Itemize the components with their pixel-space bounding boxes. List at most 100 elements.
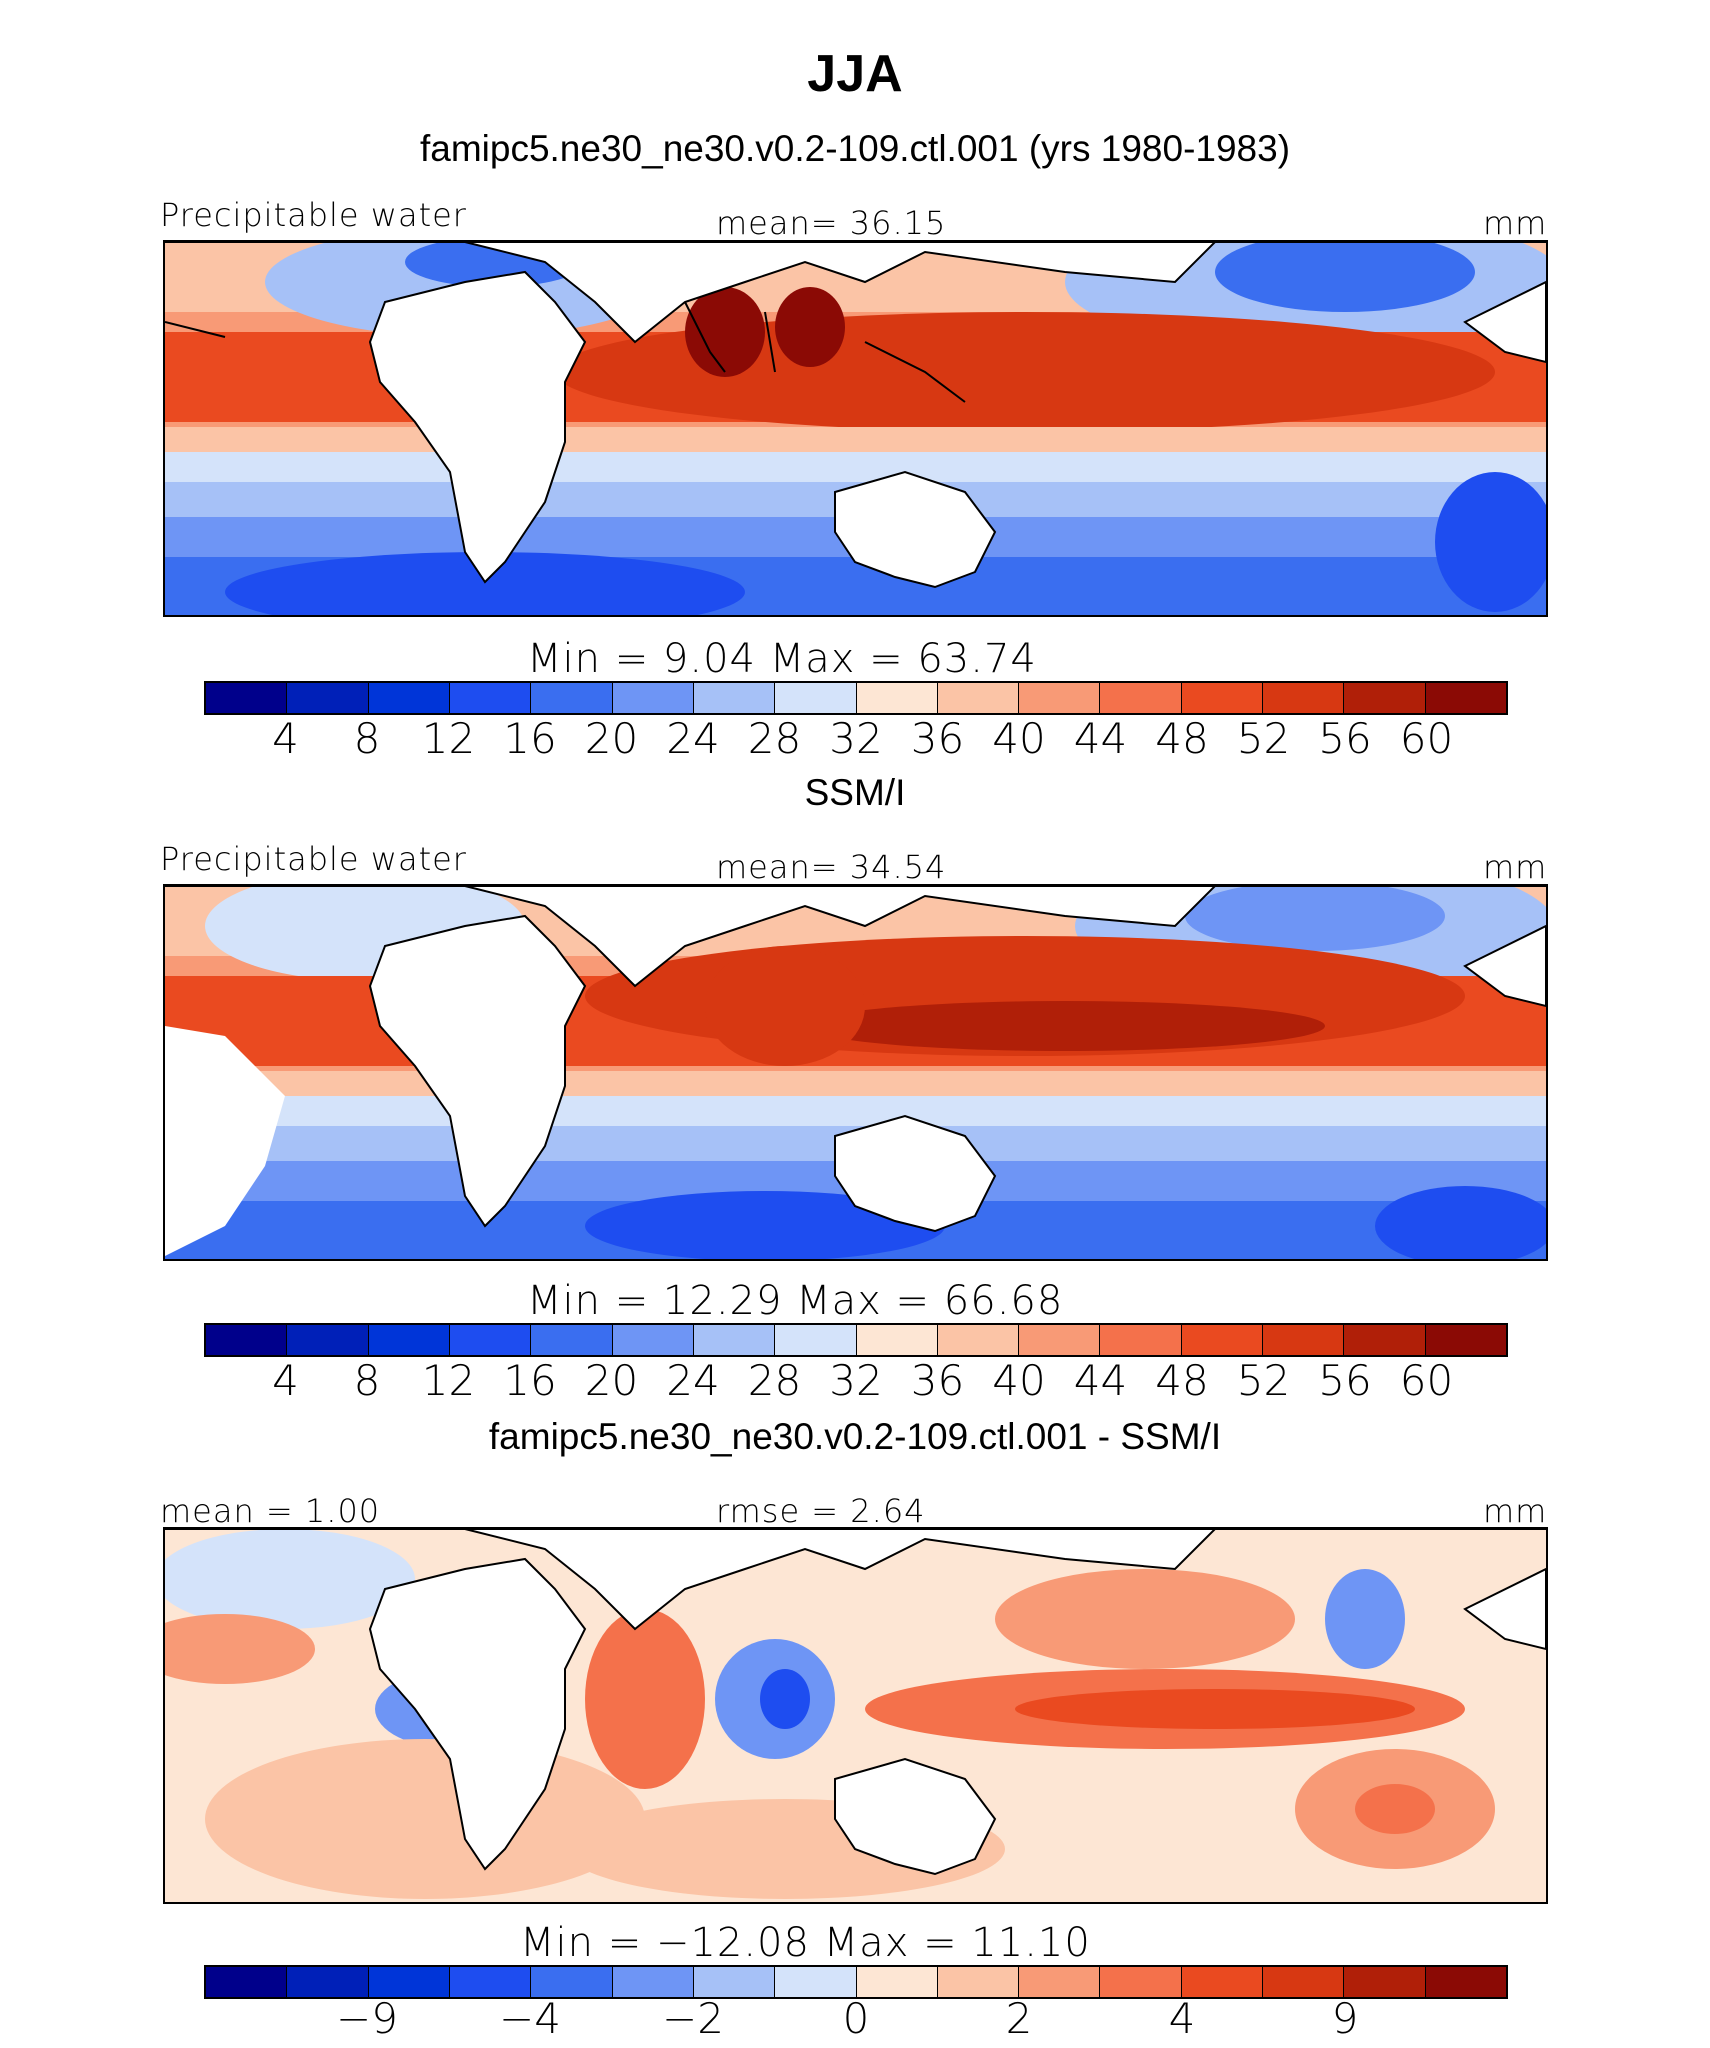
colorbar-tick-label: 0 (842, 1994, 870, 2043)
colorbar-tick-label: 32 (829, 714, 883, 763)
colorbar-swatch (1344, 683, 1426, 713)
colorbar-swatch (287, 1325, 369, 1355)
colorbar-swatch (1425, 1967, 1506, 1997)
colorbar-tick-label: 48 (1155, 714, 1209, 763)
colorbar-swatch (1263, 1967, 1345, 1997)
colorbar-tick-label: 28 (747, 1356, 802, 1405)
colorbar-swatch (368, 1967, 450, 1997)
colorbar-tick-label: 8 (353, 1356, 381, 1405)
colorbar-swatch (612, 683, 694, 713)
colorbar-swatch (449, 1967, 532, 1997)
colorbar-tick-label: 4 (272, 714, 299, 763)
colorbar-tick-label: 44 (1073, 714, 1128, 763)
colorbar-swatch (775, 1967, 857, 1997)
panel-1-land (165, 242, 1546, 589)
colorbar-swatch (612, 1967, 694, 1997)
colorbar-tick-label: 12 (421, 1356, 476, 1405)
colorbar-swatch (1263, 683, 1345, 713)
panel-1-unit-label: mm (1483, 204, 1548, 242)
colorbar-tick-label: −2 (662, 1994, 724, 2043)
panel-2-variable-label: Precipitable water (160, 840, 467, 878)
panel-1-minmax: Min = 9.04 Max = 63.74 (527, 636, 1037, 682)
colorbar-tick-label: 32 (829, 1356, 883, 1405)
panel-1-map (163, 240, 1548, 617)
colorbar-swatch (1181, 683, 1264, 713)
colorbar-swatch (1425, 1325, 1506, 1355)
colorbar-tick-label: 4 (1168, 1994, 1196, 2043)
panel-2-colorbar (204, 1323, 1508, 1357)
figure-title: JJA (807, 45, 903, 103)
colorbar-tick-label: 24 (666, 1356, 720, 1405)
colorbar-tick-label: 56 (1318, 1356, 1372, 1405)
colorbar-swatch (775, 1325, 857, 1355)
colorbar-swatch (206, 683, 288, 713)
colorbar-tick-label: 24 (666, 714, 720, 763)
colorbar-tick-label: 8 (353, 714, 381, 763)
colorbar-tick-label: 12 (421, 714, 476, 763)
colorbar-swatch (1263, 1325, 1345, 1355)
colorbar-swatch (1019, 1325, 1101, 1355)
panel-2-mean-label: mean= 34.54 (716, 848, 947, 886)
colorbar-swatch (287, 683, 369, 713)
colorbar-tick-label: 20 (584, 1356, 639, 1405)
colorbar-swatch (449, 683, 532, 713)
colorbar-tick-label: 40 (992, 714, 1046, 763)
colorbar-tick-label: −4 (499, 1994, 561, 2043)
panel-1-subtitle: famipc5.ne30_ne30.v0.2-109.ctl.001 (yrs … (419, 128, 1291, 169)
colorbar-swatch (368, 683, 450, 713)
colorbar-swatch (531, 1325, 613, 1355)
panel-2-unit-label: mm (1483, 848, 1548, 886)
colorbar-swatch (775, 683, 857, 713)
colorbar-swatch (856, 1325, 938, 1355)
colorbar-swatch (368, 1325, 450, 1355)
colorbar-tick-label: 36 (910, 1356, 965, 1405)
colorbar-tick-label: 60 (1399, 1356, 1454, 1405)
colorbar-swatch (206, 1967, 288, 1997)
panel-1-coastlines (165, 301, 966, 403)
panel-2-colorbar-ticks: 4 8 12 16 20 24 28 32 36 40 44 48 52 56 60 (0, 1356, 1710, 1406)
colorbar-swatch (856, 683, 938, 713)
panel-1-mean-label: mean= 36.15 (716, 204, 947, 242)
panel-2-map (163, 884, 1548, 1261)
colorbar-swatch (1344, 1325, 1426, 1355)
panel-1-colorbar (204, 681, 1508, 715)
panel-3-minmax: Min = −12.08 Max = 11.10 (520, 1920, 1091, 1966)
colorbar-swatch (693, 1325, 776, 1355)
panel-3-rmse-label: rmse = 2.64 (716, 1492, 926, 1530)
colorbar-tick-label: 9 (1331, 1994, 1359, 2043)
colorbar-tick-label: −9 (336, 1994, 398, 2043)
colorbar-swatch (531, 1967, 613, 1997)
panel-1-ocean-field (165, 242, 1546, 615)
colorbar-tick-label: 16 (503, 1356, 557, 1405)
colorbar-swatch (206, 1325, 288, 1355)
panel-3-colorbar-ticks: −9 −4 −2 0 2 4 9 (0, 1994, 1710, 2046)
colorbar-swatch (1181, 1967, 1264, 1997)
colorbar-swatch (1181, 1325, 1264, 1355)
colorbar-tick-label: 20 (584, 714, 639, 763)
panel-2-ocean-field (165, 886, 1546, 1259)
panel-3-map (163, 1527, 1548, 1904)
colorbar-swatch (1019, 683, 1101, 713)
colorbar-swatch (856, 1967, 938, 1997)
colorbar-tick-label: 16 (503, 714, 557, 763)
colorbar-tick-label: 36 (910, 714, 965, 763)
panel-3-unit-label: mm (1483, 1492, 1548, 1530)
panel-3-subtitle: famipc5.ne30_ne30.v0.2-109.ctl.001 - SSM… (488, 1416, 1222, 1457)
colorbar-tick-label: 48 (1155, 1356, 1209, 1405)
colorbar-swatch (1100, 1967, 1182, 1997)
panel-2-subtitle: SSM/I (804, 772, 906, 813)
colorbar-swatch (693, 1967, 776, 1997)
colorbar-swatch (1100, 1325, 1182, 1355)
colorbar-tick-label: 28 (747, 714, 802, 763)
panel-1-colorbar-ticks: 4 8 12 16 20 24 28 32 36 40 44 48 52 56 60 (0, 714, 1710, 764)
panel-1-variable-label: Precipitable water (160, 196, 467, 234)
colorbar-swatch (1019, 1967, 1101, 1997)
panel-3-colorbar (204, 1965, 1508, 1999)
colorbar-tick-label: 56 (1318, 714, 1372, 763)
colorbar-tick-label: 2 (1005, 1994, 1033, 2043)
panel-3-land (165, 1529, 1546, 1876)
colorbar-swatch (1100, 683, 1182, 713)
colorbar-swatch (531, 683, 613, 713)
colorbar-tick-label: 52 (1236, 1356, 1291, 1405)
colorbar-tick-label: 52 (1236, 714, 1291, 763)
